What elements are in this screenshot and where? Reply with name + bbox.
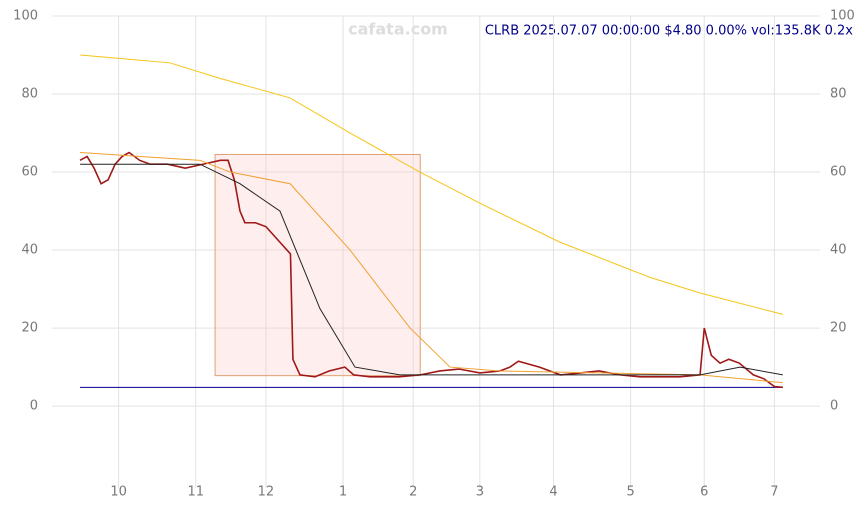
x-tick-label: 3 [476, 485, 484, 500]
x-tick-label: 6 [700, 485, 708, 500]
x-tick-label: 11 [188, 485, 205, 500]
y2-tick-label: 60 [830, 165, 847, 180]
series-line [80, 54, 783, 315]
chart-title: CLRB 2025.07.07 00:00:00 $4.80 0.00% vol… [485, 24, 853, 39]
watermark: cafata.com [348, 20, 448, 39]
x-tick-label: 12 [258, 485, 275, 500]
y2-tick-label: 40 [830, 243, 847, 258]
y2-tick-label: 20 [830, 321, 847, 336]
y-tick-label: 80 [21, 87, 38, 102]
x-tick-label: 1 [339, 485, 347, 500]
y2-tick-label: 0 [830, 399, 838, 414]
x-tick-label: 4 [549, 485, 557, 500]
series-line [79, 151, 783, 389]
x-tick-label: 7 [770, 485, 778, 500]
x-tick-label: 2 [409, 485, 417, 500]
y-tick-label: 60 [21, 165, 38, 180]
x-tick-label: 10 [110, 485, 127, 500]
y2-tick-label: 100 [830, 9, 855, 24]
y-tick-label: 100 [13, 9, 38, 24]
y-tick-label: 0 [30, 399, 38, 414]
y-tick-label: 40 [21, 243, 38, 258]
range-box [214, 153, 421, 377]
series-line [80, 152, 783, 384]
y2-tick-label: 80 [830, 87, 847, 102]
x-tick-label: 5 [626, 485, 634, 500]
y-tick-label: 20 [21, 321, 38, 336]
series-line [80, 163, 783, 376]
